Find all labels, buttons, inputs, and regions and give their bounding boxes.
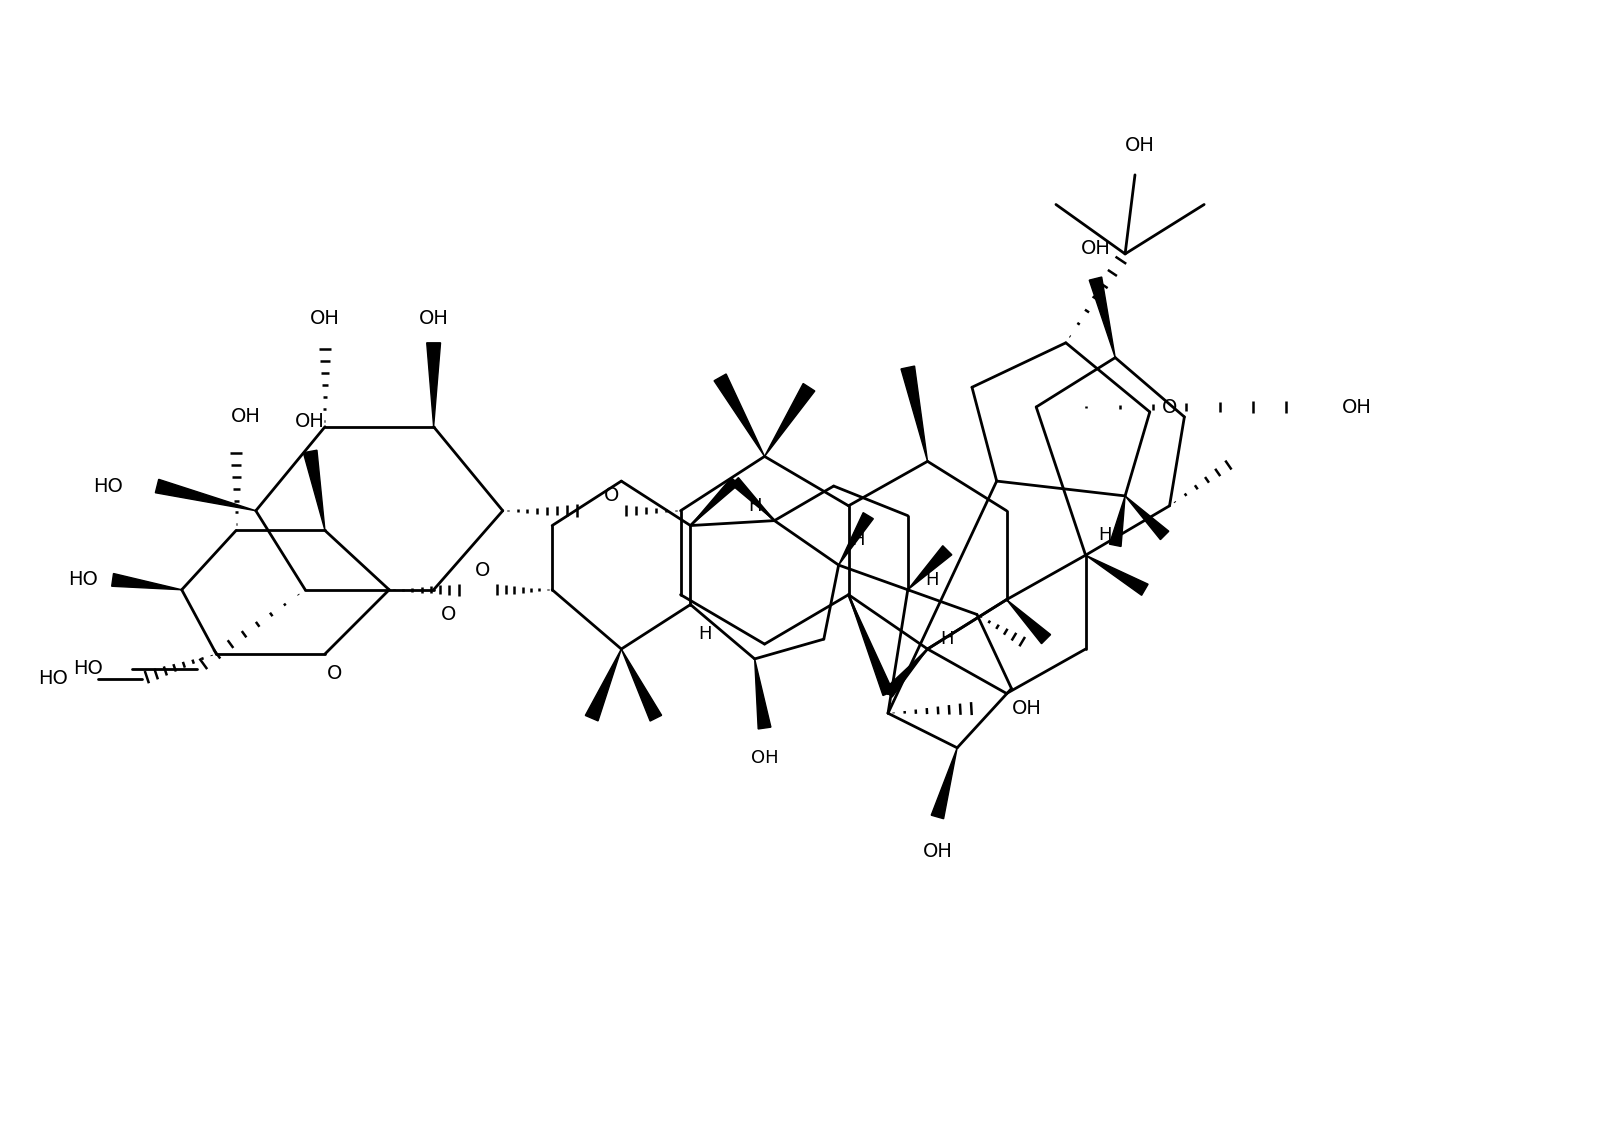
- Polygon shape: [1006, 600, 1050, 644]
- Polygon shape: [586, 649, 621, 720]
- Polygon shape: [714, 374, 765, 456]
- Polygon shape: [848, 595, 893, 695]
- Polygon shape: [1125, 496, 1168, 539]
- Polygon shape: [303, 450, 325, 530]
- Text: HO: HO: [73, 659, 104, 678]
- Polygon shape: [901, 366, 927, 462]
- Polygon shape: [1086, 555, 1149, 595]
- Polygon shape: [1110, 496, 1125, 546]
- Polygon shape: [427, 343, 440, 426]
- Text: OH: OH: [231, 407, 260, 426]
- Polygon shape: [908, 546, 951, 589]
- Text: OH: OH: [1343, 398, 1372, 416]
- Text: H: H: [925, 571, 938, 589]
- Polygon shape: [112, 573, 181, 589]
- Polygon shape: [754, 659, 770, 728]
- Text: O: O: [604, 487, 620, 505]
- Text: OH: OH: [922, 842, 953, 861]
- Text: OH: OH: [1011, 699, 1042, 718]
- Text: H: H: [851, 531, 866, 549]
- Text: H: H: [1099, 527, 1112, 545]
- Text: HO: HO: [68, 570, 99, 589]
- Text: OH: OH: [751, 749, 778, 767]
- Text: HO: HO: [92, 477, 123, 496]
- Text: H: H: [940, 630, 955, 649]
- Polygon shape: [932, 748, 958, 819]
- Polygon shape: [155, 479, 256, 511]
- Text: H: H: [699, 625, 712, 643]
- Polygon shape: [731, 478, 775, 521]
- Text: O: O: [440, 605, 456, 624]
- Text: O: O: [1162, 398, 1178, 416]
- Polygon shape: [1089, 277, 1115, 358]
- Polygon shape: [883, 649, 927, 697]
- Text: HO: HO: [39, 669, 68, 689]
- Text: OH: OH: [294, 413, 325, 431]
- Polygon shape: [765, 383, 815, 456]
- Polygon shape: [691, 478, 738, 526]
- Text: OH: OH: [1125, 136, 1155, 155]
- Text: OH: OH: [311, 309, 340, 327]
- Polygon shape: [621, 649, 662, 720]
- Text: H: H: [748, 497, 762, 515]
- Text: O: O: [476, 561, 490, 579]
- Text: OH: OH: [1081, 239, 1110, 259]
- Text: OH: OH: [419, 309, 448, 327]
- Text: O: O: [327, 665, 343, 683]
- Polygon shape: [838, 513, 874, 565]
